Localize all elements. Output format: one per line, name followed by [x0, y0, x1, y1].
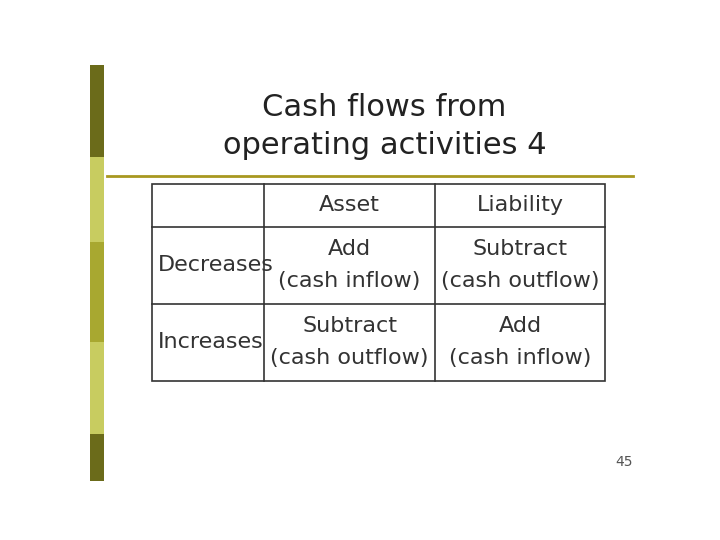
- Bar: [90, 65, 104, 157]
- Bar: [90, 157, 104, 242]
- Text: Increases: Increases: [158, 332, 264, 352]
- Text: Cash flows from
operating activities 4: Cash flows from operating activities 4: [222, 93, 546, 160]
- Text: Subtract
(cash outflow): Subtract (cash outflow): [271, 315, 429, 368]
- Text: Add
(cash inflow): Add (cash inflow): [449, 315, 591, 368]
- Bar: [90, 434, 104, 481]
- Text: Subtract
(cash outflow): Subtract (cash outflow): [441, 239, 599, 292]
- Bar: [152, 184, 606, 381]
- Text: Asset: Asset: [319, 195, 380, 215]
- Text: 45: 45: [615, 455, 632, 469]
- Text: Liability: Liability: [477, 195, 564, 215]
- Bar: [90, 342, 104, 434]
- Text: Decreases: Decreases: [158, 255, 274, 275]
- Bar: [90, 242, 104, 342]
- Text: Add
(cash inflow): Add (cash inflow): [279, 239, 420, 292]
